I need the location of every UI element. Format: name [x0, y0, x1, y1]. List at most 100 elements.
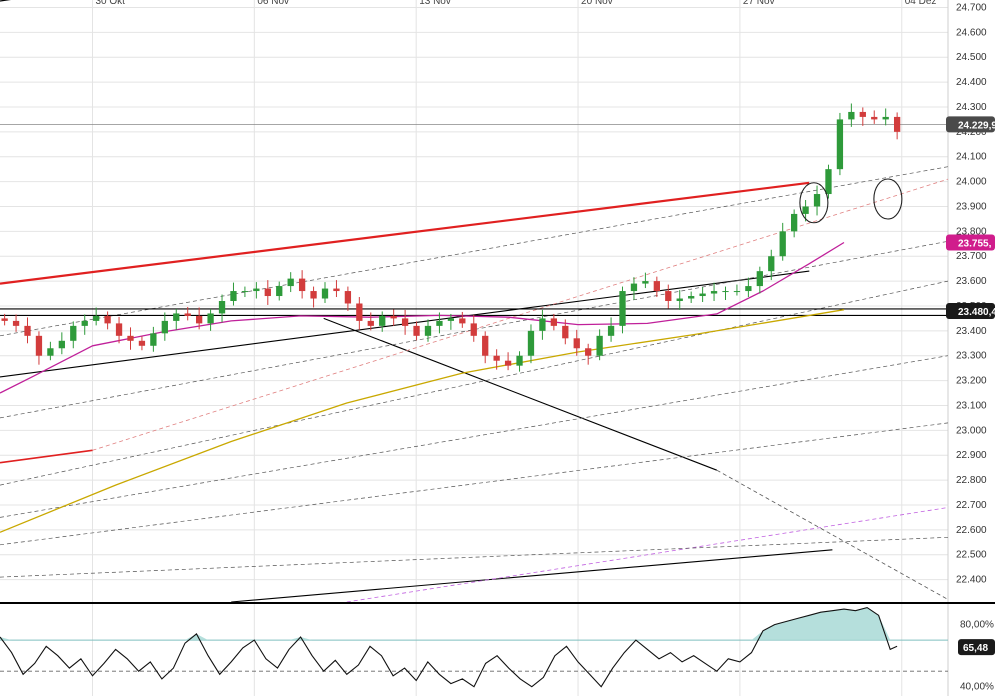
candle-body — [607, 325, 615, 336]
candle-body — [321, 288, 329, 299]
candle-body — [356, 303, 363, 321]
candle-body — [859, 111, 866, 117]
candle-body — [253, 288, 260, 292]
candle-body — [287, 278, 294, 287]
y-tick-label: 23.000 — [956, 425, 987, 436]
candle-body — [104, 315, 111, 324]
candle-body — [298, 278, 306, 292]
candle-body — [756, 271, 763, 287]
y-tick-label: 23.100 — [956, 400, 987, 411]
candle-body — [539, 318, 546, 331]
candle-body — [745, 286, 752, 292]
y-tick-label: 22.600 — [956, 525, 987, 536]
y-tick-label: 23.900 — [956, 201, 987, 212]
candle-body — [585, 348, 592, 356]
y-tick-label: 22.700 — [956, 500, 987, 511]
candle-body — [573, 338, 580, 349]
candle-body — [81, 320, 88, 326]
candle-body — [436, 320, 443, 326]
candle-body — [504, 360, 512, 366]
candle-body — [1, 318, 8, 321]
trend-line — [716, 469, 949, 600]
candle-body — [779, 231, 786, 257]
candle-body — [424, 325, 432, 336]
oscillator-panel: 80,00% 40,00% 65,48 — [0, 607, 995, 693]
candle-body — [12, 320, 20, 326]
candle-body — [310, 291, 317, 299]
y-tick-label: 24.000 — [956, 177, 987, 188]
candle-body — [562, 325, 569, 339]
candle-body — [893, 116, 901, 132]
candle-body — [653, 281, 660, 292]
candle-body — [665, 291, 672, 301]
price-badge — [946, 234, 995, 251]
candle-body — [115, 323, 123, 336]
trend-line — [0, 355, 949, 518]
candle-body — [195, 315, 203, 324]
candle-body — [825, 169, 832, 195]
candle-body — [70, 325, 77, 341]
candle-body — [218, 301, 226, 314]
candle-body — [802, 206, 809, 214]
candle-body — [722, 291, 729, 293]
price-badge-label: 23.755, — [958, 239, 992, 250]
trend-line — [0, 181, 810, 285]
candle-body — [596, 335, 603, 356]
annotation-ellipse — [873, 178, 903, 220]
y-tick-label: 24.100 — [956, 152, 987, 163]
candle-body — [93, 315, 100, 321]
x-tick-label: 27 Nov — [743, 0, 775, 7]
annotation-ellipse — [799, 182, 829, 224]
price-badge-label: 24.229,91 — [958, 120, 995, 131]
moving-average-line — [0, 309, 845, 533]
y-tick-label: 23.400 — [956, 326, 987, 337]
y-tick-label: 24.300 — [956, 102, 987, 113]
candle-body — [230, 291, 237, 301]
trend-line — [231, 549, 833, 603]
y-tick-label: 24.400 — [956, 77, 987, 88]
y-tick-label: 24.500 — [956, 52, 987, 63]
x-tick-label: 13 Nov — [419, 0, 451, 7]
candle-body — [379, 315, 386, 326]
x-tick-label: 30 Okt — [95, 0, 125, 7]
candle-body — [493, 355, 500, 361]
candle-body — [836, 119, 844, 170]
candle-body — [482, 335, 489, 356]
candle-body — [470, 323, 477, 336]
y-tick-label: 23.200 — [956, 376, 987, 387]
candle-body — [768, 256, 775, 272]
trend-line — [323, 317, 717, 471]
y-tick-label: 22.900 — [956, 450, 987, 461]
y-tick-label: 23.600 — [956, 276, 987, 287]
candle-body — [150, 333, 157, 346]
y-tick-label: 22.400 — [956, 575, 987, 586]
x-axis-labels: 30 Okt 06 Nov 13 Nov 20 Nov 27 Nov 04 Dez — [95, 0, 936, 7]
oscillator-overbought-fill — [0, 607, 898, 641]
trend-line — [92, 178, 949, 451]
candle-body — [527, 330, 535, 356]
candle-body — [207, 313, 214, 324]
candle-body — [550, 318, 558, 326]
candle-body — [733, 291, 741, 293]
candle-body — [47, 348, 54, 356]
candle-body — [688, 296, 695, 299]
price-badges: 24.229,91 23.755, 23.480,4 — [946, 116, 995, 319]
candle-body — [459, 318, 466, 324]
candle-body — [344, 291, 352, 304]
candle-body — [791, 213, 798, 232]
candle-body — [676, 298, 683, 301]
candle-body — [619, 291, 626, 326]
price-axis: 24.70024.60024.50024.40024.30024.20024.1… — [956, 2, 987, 585]
y-tick-label: 23.700 — [956, 251, 987, 262]
price-badge — [946, 116, 995, 133]
candle-body — [184, 313, 191, 316]
candle-body — [241, 291, 249, 293]
candle-body — [401, 318, 409, 326]
oscillator-tick-label: 40,00% — [960, 682, 994, 693]
candle-body — [871, 116, 878, 120]
candle-body — [367, 320, 374, 326]
y-tick-label: 23.300 — [956, 351, 987, 362]
x-tick-label: 04 Dez — [905, 0, 937, 7]
candle-body — [264, 288, 271, 297]
